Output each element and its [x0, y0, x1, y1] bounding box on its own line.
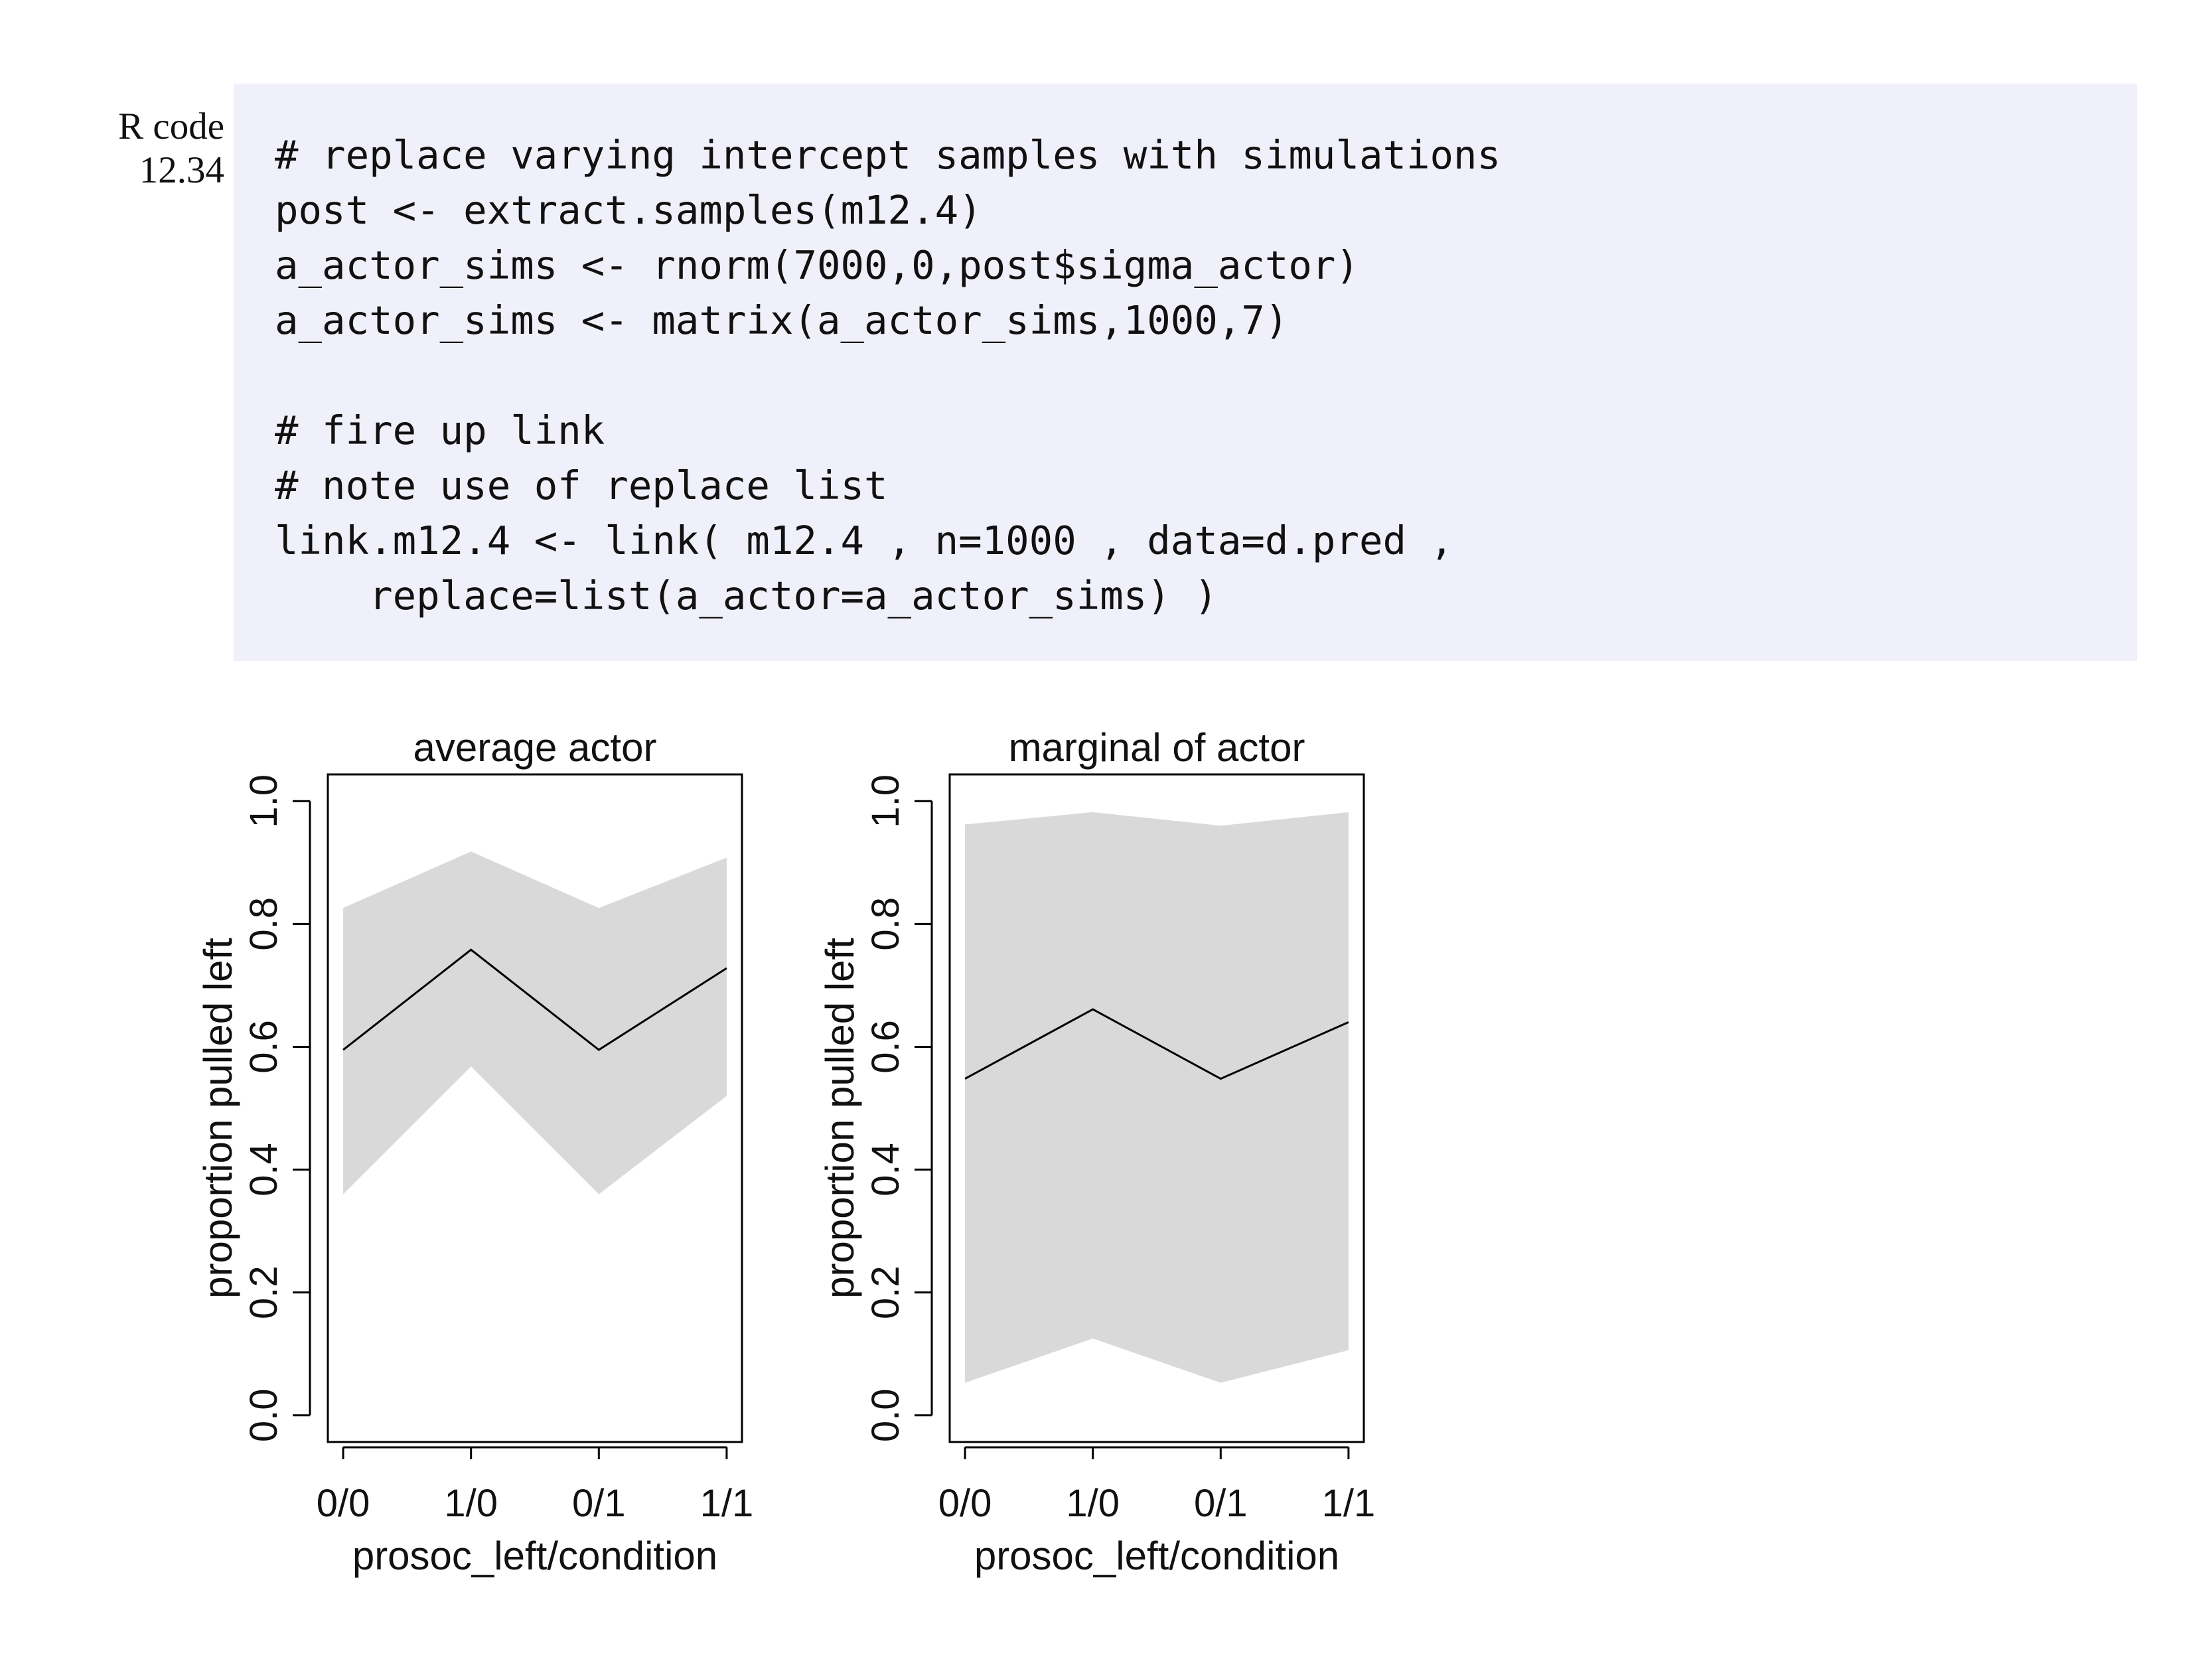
x-tick-label: 0/0: [938, 1482, 992, 1525]
x-tick-label: 0/1: [572, 1482, 626, 1525]
x-tick-label: 1/0: [444, 1482, 498, 1525]
y-tick-label: 0.8: [864, 897, 907, 951]
y-tick-label: 1.0: [242, 774, 285, 828]
y-tick-label: 0.0: [864, 1388, 907, 1442]
code-label-number: 12.34: [139, 149, 224, 191]
x-tick-label: 0/0: [317, 1482, 370, 1525]
code-line: # fire up link: [275, 407, 605, 453]
code-line: # replace varying intercept samples with…: [275, 132, 1501, 178]
y-tick-label: 0.4: [242, 1143, 285, 1196]
chart-title: average actor: [413, 725, 657, 770]
series-line: [964, 1008, 1349, 1080]
y-tick-label: 0.8: [242, 897, 285, 951]
interval-band: [343, 851, 727, 1194]
x-tick-label: 1/1: [1322, 1482, 1376, 1525]
y-tick-label: 0.2: [242, 1265, 285, 1319]
code-line: a_actor_sims <- rnorm(7000,0,post$sigma_…: [275, 242, 1359, 288]
y-tick-label: 0.2: [864, 1265, 907, 1319]
code-block: # replace varying intercept samples with…: [234, 84, 2137, 661]
code-listing-label: R code 12.34: [80, 105, 224, 192]
y-tick-label: 1.0: [864, 774, 907, 828]
y-axis-label: proportion pulled left: [196, 938, 240, 1299]
x-tick-label: 1/0: [1066, 1482, 1120, 1525]
chart-panel-1: 0.0 0.2 0.4 0.6 0.8 1.0 0/0 1/0 0/1 1/1 average ac…: [196, 725, 753, 1578]
interval-band: [965, 812, 1349, 1383]
y-tick-label: 0.4: [864, 1143, 907, 1196]
code-line: post <- extract.samples(m12.4): [275, 187, 982, 233]
code-line: replace=list(a_actor=a_actor_sims) ): [275, 573, 1218, 618]
y-axis-label: proportion pulled left: [818, 938, 862, 1299]
x-tick-label: 1/1: [700, 1482, 754, 1525]
y-tick-label: 0.6: [242, 1020, 285, 1074]
code-line: link.m12.4 <- link( m12.4 , n=1000 , dat…: [275, 518, 1454, 563]
code-line: # note use of replace list: [275, 463, 888, 508]
y-tick-label: 0.6: [864, 1020, 907, 1074]
x-axis-label: prosoc_left/condition: [352, 1534, 717, 1578]
y-tick-label: 0.0: [242, 1388, 285, 1442]
x-axis-label: prosoc_left/condition: [974, 1534, 1339, 1578]
chart-panel-2: 0.0 0.2 0.4 0.6 0.8 1.0 0/0 1/0 0/1 1/1 marginal o…: [818, 725, 1375, 1578]
x-tick-label: 0/1: [1194, 1482, 1248, 1525]
plot-frame: [948, 773, 1365, 1443]
code-lines: # replace varying intercept samples with…: [275, 127, 1501, 623]
chart-title: marginal of actor: [1009, 725, 1305, 770]
code-line: a_actor_sims <- matrix(a_actor_sims,1000…: [275, 297, 1289, 343]
series-line: [342, 948, 727, 1051]
plot-frame: [327, 773, 743, 1443]
code-label-title: R code: [118, 106, 224, 147]
